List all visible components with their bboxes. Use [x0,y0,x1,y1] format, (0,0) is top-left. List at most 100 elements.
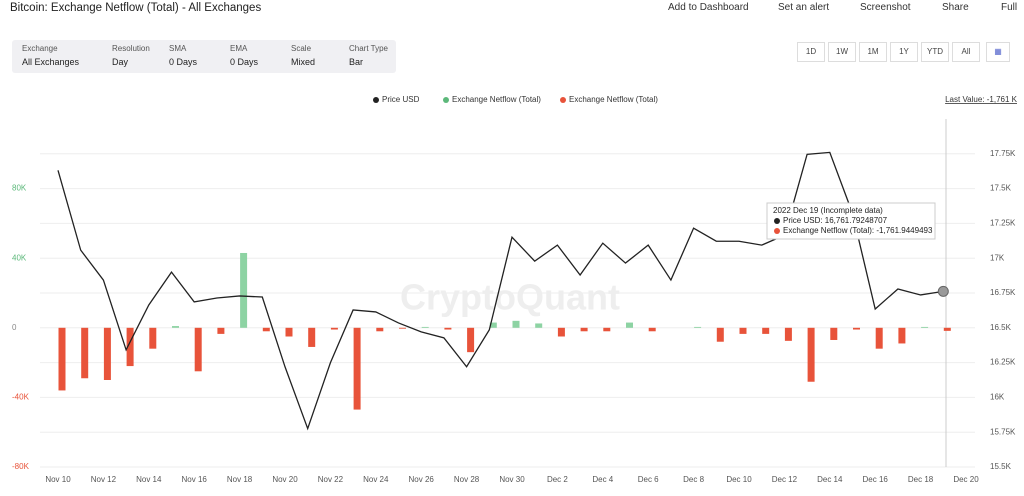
bar [762,327,770,334]
y2-tick-label: 15.5K [990,462,1012,471]
calendar-button[interactable]: ▦ [986,42,1010,62]
range-button[interactable]: 1Y [890,42,918,62]
range-button[interactable]: 1D [797,42,825,62]
filter-value[interactable]: 0 Days [169,57,198,67]
tooltip-dot [774,228,780,234]
range-button[interactable]: 1M [859,42,887,62]
price-line [57,151,944,431]
y2-tick-label: 17.25K [990,219,1016,228]
y2-tick-label: 16.5K [990,323,1012,332]
bar [81,327,89,379]
x-tick-label: Dec 6 [638,475,659,484]
action-button[interactable]: Full [1001,2,1018,13]
filter-value[interactable]: Bar [349,57,364,67]
legend-label: Price USD [382,95,420,104]
last-value: Last Value: -1,761 K [945,95,1018,104]
x-tick-label: Dec 10 [726,475,752,484]
bar [898,327,906,344]
x-tick-label: Dec 4 [592,475,613,484]
legend-marker [560,97,566,103]
bar [580,327,588,332]
filter-label: Chart Type [349,44,388,53]
bar [467,327,475,353]
y2-tick-label: 17.5K [990,184,1012,193]
filter-label: Scale [291,44,312,53]
x-tick-label: Nov 24 [363,475,389,484]
bar [807,327,815,382]
last-point [937,285,949,297]
bar [103,327,111,380]
bar [149,327,157,349]
action-button[interactable]: Add to Dashboard [668,2,749,13]
y-tick-label: -80K [12,462,30,471]
x-tick-label: Nov 14 [136,475,162,484]
bar [830,327,838,340]
x-tick-label: Dec 2 [547,475,568,484]
y2-tick-label: 15.75K [990,427,1016,436]
watermark: CryptoQuant [400,277,620,318]
tooltip-line: Exchange Netflow (Total): -1,761.9449493 [783,226,933,235]
legend-marker [443,97,449,103]
x-tick-label: Dec 16 [863,475,889,484]
bar [512,320,520,328]
bar [262,327,270,332]
y2-tick-label: 16.75K [990,288,1016,297]
bar [853,327,860,330]
bar [421,326,429,328]
bar [376,327,384,332]
x-tick-label: Nov 10 [45,475,71,484]
action-button[interactable]: Set an alert [778,2,830,13]
y-tick-label: -40K [12,393,30,402]
filter-value[interactable]: All Exchanges [22,57,80,67]
filter-label: EMA [230,44,248,53]
range-button[interactable]: 1W [828,42,856,62]
bar [943,327,951,331]
y2-tick-label: 16K [990,393,1005,402]
bar [489,322,497,328]
range-button[interactable]: YTD [921,42,949,62]
bar [444,327,452,330]
filter-value[interactable]: Mixed [291,57,316,67]
legend-label: Exchange Netflow (Total) [569,95,658,104]
bar [921,326,929,328]
y-tick-label: 80K [12,184,27,193]
x-tick-label: Nov 18 [227,475,253,484]
bar [557,327,565,337]
legend-marker [373,97,379,103]
x-tick-label: Dec 12 [772,475,798,484]
bar [535,323,543,328]
x-tick-label: Dec 20 [953,475,979,484]
bar [285,327,293,337]
action-button[interactable]: Share [942,2,969,13]
tooltip-title: 2022 Dec 19 (Incomplete data) [773,206,883,215]
action-button[interactable]: Screenshot [860,2,911,13]
x-tick-label: Nov 20 [272,475,298,484]
range-button[interactable]: All [952,42,980,62]
filter-value[interactable]: Day [112,57,129,67]
bar [330,327,338,330]
tooltip-line: Price USD: 16,761.79248707 [783,216,888,225]
filter-value[interactable]: 0 Days [230,57,259,67]
bar [353,327,361,410]
bar [172,326,179,328]
y-tick-label: 40K [12,253,27,262]
bar [308,327,316,347]
y-tick-label: 0 [12,323,17,332]
bar [694,326,702,328]
x-tick-label: Nov 22 [318,475,344,484]
bar [217,327,225,334]
tooltip-box [766,202,936,240]
bar [739,327,747,334]
x-tick-label: Dec 8 [683,475,704,484]
x-tick-label: Nov 26 [409,475,435,484]
chart-title: Bitcoin: Exchange Netflow (Total) - All … [10,2,262,14]
bar [58,327,66,391]
y2-tick-label: 16.25K [990,358,1016,367]
x-tick-label: Nov 16 [182,475,208,484]
x-tick-label: Dec 14 [817,475,843,484]
x-tick-label: Nov 30 [499,475,525,484]
filter-label: Resolution [112,44,150,53]
tooltip-dot [774,218,780,224]
